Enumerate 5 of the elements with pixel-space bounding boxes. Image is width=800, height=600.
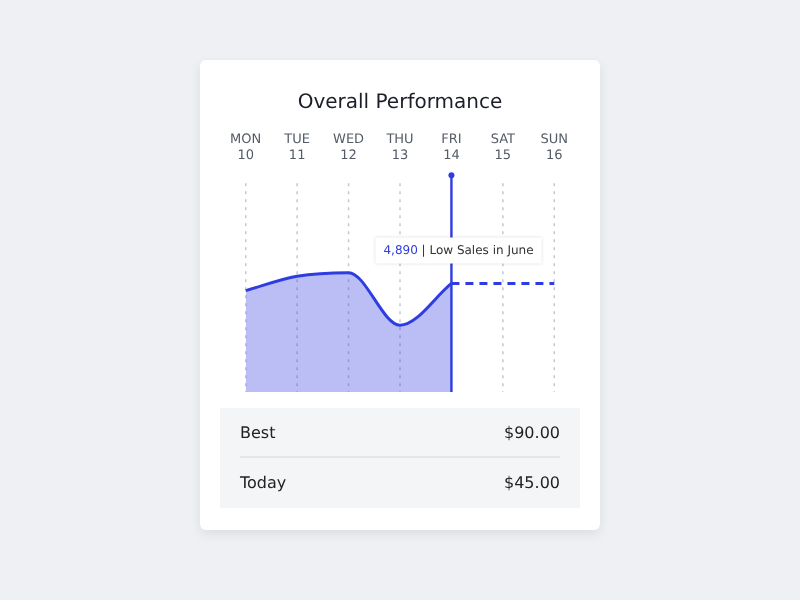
chart-title: Overall Performance (295, 92, 505, 114)
text: $90.00 (504, 423, 560, 441)
text: Best (240, 423, 276, 441)
text: $45.00 (504, 473, 560, 491)
text: Today (240, 473, 287, 491)
